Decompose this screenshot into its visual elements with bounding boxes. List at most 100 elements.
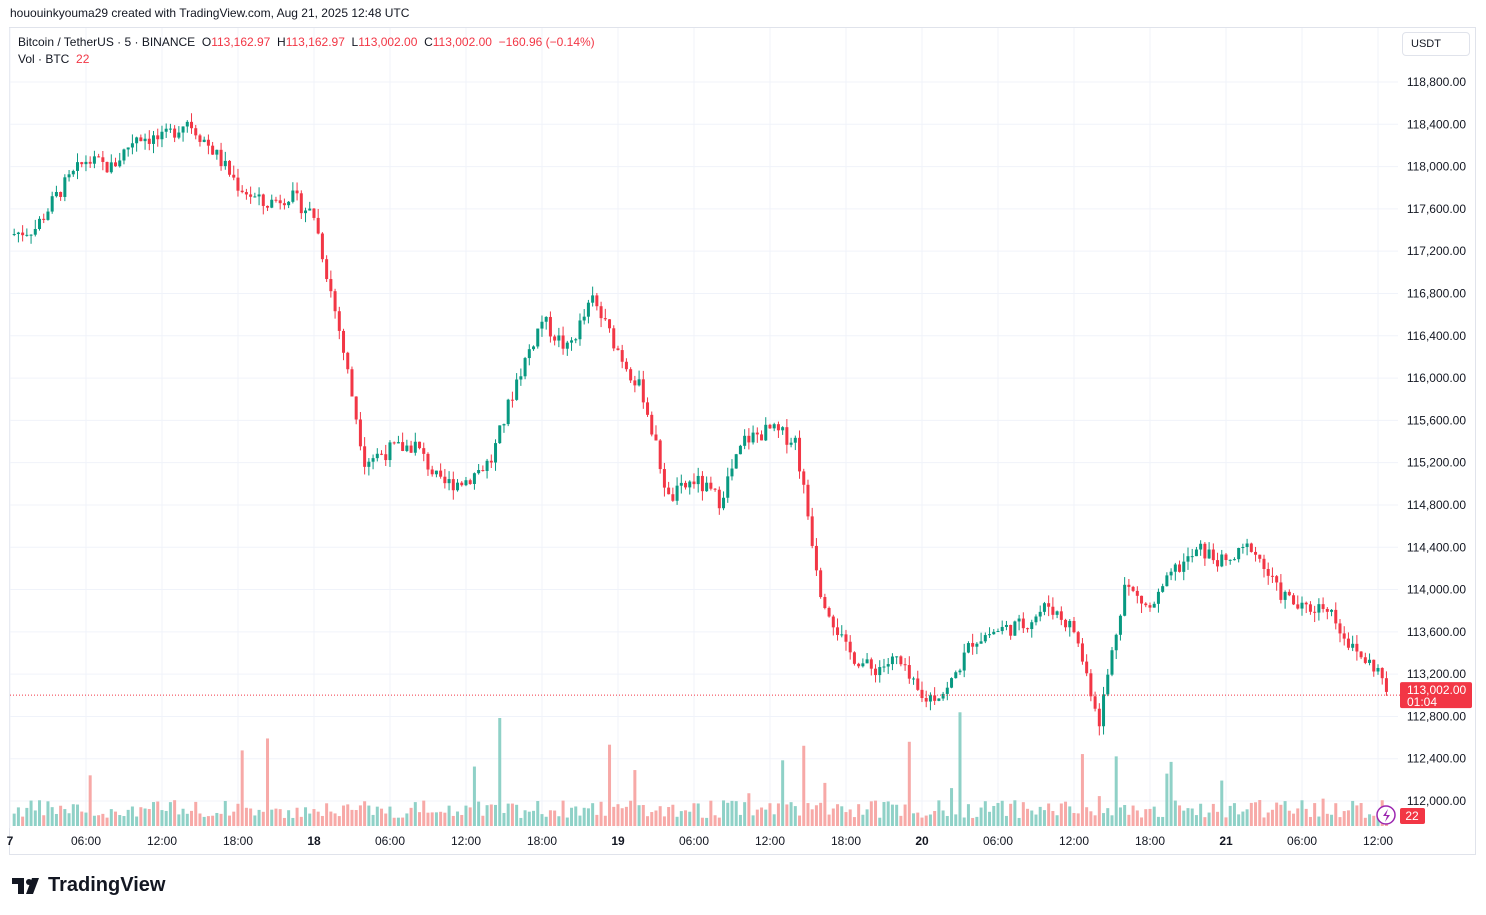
candle-body: [1102, 694, 1106, 727]
x-tick-label: 18:00: [527, 834, 557, 848]
volume-bar: [679, 811, 683, 826]
volume-bar: [734, 801, 738, 826]
candle-body: [548, 316, 552, 337]
volume-bar: [257, 809, 261, 826]
volume-bar: [1228, 805, 1232, 826]
candle-body: [215, 149, 219, 155]
candle-body: [1047, 603, 1051, 607]
volume-bar: [84, 812, 88, 826]
x-tick-label: 18: [307, 834, 321, 848]
volume-bar: [1009, 803, 1013, 826]
candle-body: [1123, 584, 1127, 616]
volume-bar: [565, 817, 569, 826]
volume-bar: [599, 801, 603, 826]
candle-body: [21, 232, 25, 236]
candle-body: [219, 149, 223, 167]
volume-bar: [181, 808, 185, 826]
volume-bar: [485, 805, 489, 826]
candle-body: [582, 316, 586, 321]
candle-body: [709, 482, 713, 489]
volume-bar: [1072, 813, 1076, 826]
candle-body: [346, 352, 350, 370]
x-tick-label: 18:00: [831, 834, 861, 848]
candle-body: [1338, 623, 1342, 634]
volume-bar: [16, 807, 20, 826]
volume-bar: [1182, 810, 1186, 826]
candle-body: [130, 143, 134, 148]
volume-bar: [1368, 814, 1372, 826]
candle-body: [1279, 582, 1283, 600]
candle-body: [1026, 628, 1030, 630]
volume-bar: [975, 816, 979, 826]
candle-body: [358, 419, 362, 447]
candle-body: [329, 279, 333, 292]
candle-body: [510, 399, 514, 401]
volume-bar: [367, 805, 371, 826]
volume-bar: [861, 814, 865, 826]
candle-body: [363, 446, 367, 467]
volume-bar: [726, 802, 730, 826]
candle-body: [42, 218, 46, 220]
candle-body: [1384, 678, 1388, 692]
candle-body: [1131, 586, 1135, 591]
volume-bar: [1165, 773, 1169, 826]
candle-body: [988, 634, 992, 636]
volume-label[interactable]: Vol · BTC: [18, 52, 70, 66]
candle-body: [109, 162, 113, 173]
volume-bar: [375, 806, 379, 826]
candle-body: [451, 479, 455, 491]
x-tick-label: 18:00: [223, 834, 253, 848]
volume-bar: [743, 802, 747, 826]
candle-body: [147, 138, 151, 144]
volume-bar: [1135, 810, 1139, 826]
candle-body: [299, 193, 303, 214]
volume-bar: [325, 803, 329, 826]
tradingview-logo[interactable]: TradingView: [12, 874, 165, 897]
candle-body: [502, 424, 506, 426]
volume-bar: [76, 804, 80, 826]
volume-bar: [25, 807, 29, 826]
candle-body: [726, 476, 730, 498]
candle-body: [1059, 611, 1063, 620]
volume-bar: [747, 793, 751, 826]
volume-bar: [1207, 812, 1211, 826]
volume-bar: [612, 806, 616, 826]
volume-bar: [1123, 804, 1127, 826]
candle-body: [1199, 543, 1203, 550]
candle-body: [950, 678, 954, 688]
candle-body: [806, 484, 810, 517]
volume-bar: [1258, 800, 1262, 826]
volume-bar: [730, 800, 734, 826]
candle-body: [439, 470, 443, 477]
candle-body: [472, 473, 476, 484]
candle-body: [751, 432, 755, 443]
candle-body: [270, 199, 274, 208]
volume-bar: [38, 800, 42, 826]
volume-bar: [738, 814, 742, 826]
volume-bar: [912, 813, 916, 826]
candle-body: [696, 475, 700, 485]
candle-body: [443, 476, 447, 484]
volume-bar: [895, 804, 899, 826]
chart-legend: Bitcoin / TetherUS · 5 · BINANCE O113,16…: [18, 34, 595, 68]
candle-body: [1004, 624, 1008, 627]
volume-bar: [498, 718, 502, 826]
symbol-title[interactable]: Bitcoin / TetherUS · 5 · BINANCE: [18, 35, 196, 49]
currency-button[interactable]: USDT: [1402, 32, 1470, 56]
volume-bar: [401, 817, 405, 826]
candle-body: [1140, 595, 1144, 604]
x-tick-label: 12:00: [1363, 834, 1393, 848]
candle-body: [122, 149, 126, 161]
candle-body: [844, 634, 848, 642]
volume-bar: [1068, 806, 1072, 826]
candle-body: [1093, 696, 1097, 709]
candle-body: [92, 156, 96, 164]
volume-bar: [831, 808, 835, 826]
volume-bar: [46, 801, 50, 826]
candle-body: [591, 295, 595, 303]
candle-body: [1216, 560, 1220, 567]
volume-bar: [358, 805, 362, 826]
volume-bar: [540, 814, 544, 826]
candle-body: [1009, 624, 1013, 636]
